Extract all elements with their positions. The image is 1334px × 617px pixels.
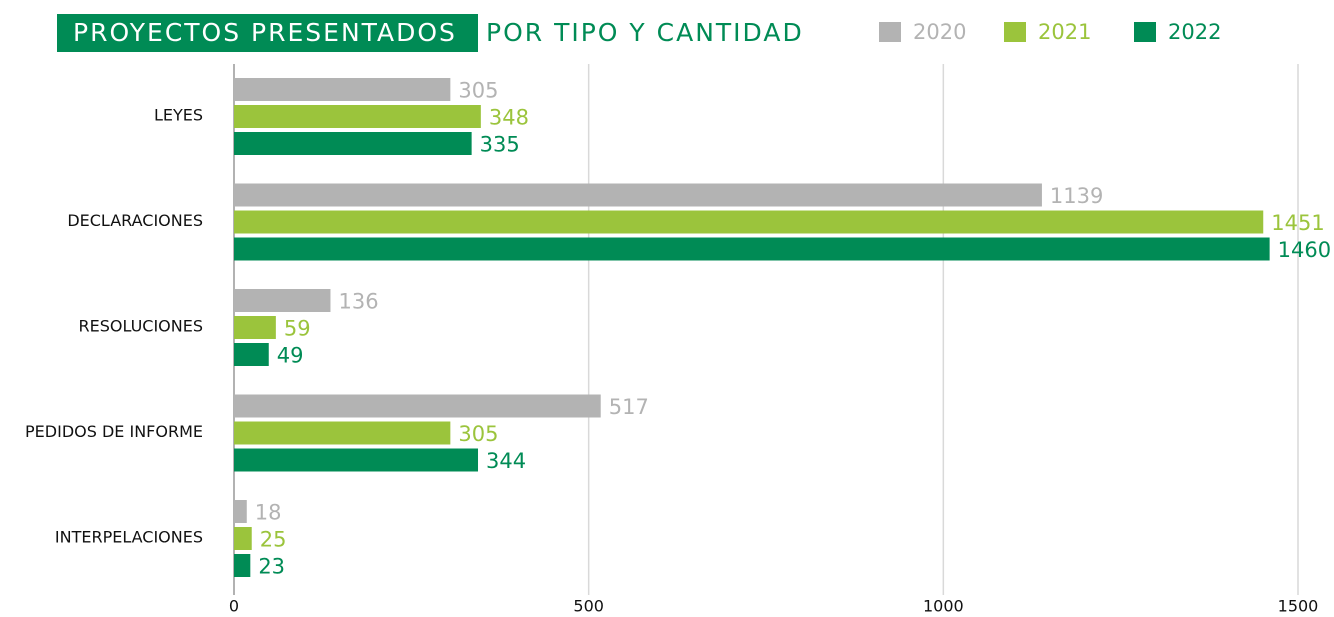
- category-label: RESOLUCIONES: [78, 317, 203, 336]
- bar: [234, 183, 1042, 207]
- value-label: 305: [458, 422, 498, 446]
- bar: [234, 132, 472, 155]
- value-label: 49: [277, 344, 304, 368]
- x-tick-label: 1500: [1278, 597, 1319, 616]
- legend-swatch: [1134, 22, 1156, 42]
- value-label: 344: [486, 449, 526, 473]
- value-label: 305: [458, 79, 498, 103]
- chart-title: PROYECTOS PRESENTADOS: [73, 18, 457, 47]
- x-tick-label: 0: [229, 597, 239, 616]
- bar: [234, 210, 1264, 234]
- chart-subtitle: POR TIPO Y CANTIDAD: [486, 18, 804, 47]
- value-label: 517: [609, 395, 649, 419]
- bar: [234, 343, 269, 366]
- value-label: 335: [480, 133, 520, 157]
- bar: [234, 316, 276, 339]
- category-label: INTERPELACIONES: [55, 528, 203, 547]
- legend-label: 2021: [1038, 20, 1091, 44]
- value-label: 1451: [1271, 211, 1324, 235]
- value-label: 1460: [1278, 238, 1331, 262]
- bar: [234, 448, 479, 472]
- value-label: 136: [338, 290, 378, 314]
- value-label: 18: [255, 501, 282, 525]
- x-tick-label: 1000: [923, 597, 964, 616]
- category-label: DECLARACIONES: [67, 211, 203, 230]
- x-tick-label: 500: [573, 597, 604, 616]
- bar: [234, 421, 451, 445]
- value-label: 1139: [1050, 184, 1103, 208]
- category-label: PEDIDOS DE INFORME: [25, 422, 203, 441]
- bar: [234, 105, 481, 128]
- legend-label: 2022: [1168, 20, 1221, 44]
- legend-swatch: [1004, 22, 1026, 42]
- value-label: 59: [284, 317, 311, 341]
- legend-swatch: [879, 22, 901, 42]
- bar: [234, 500, 247, 523]
- legend-label: 2020: [913, 20, 966, 44]
- category-label: LEYES: [154, 106, 203, 125]
- bar: [234, 554, 251, 577]
- title-box: [57, 14, 478, 52]
- value-label: 25: [260, 528, 287, 552]
- bar: [234, 289, 331, 312]
- bar: [234, 237, 1270, 261]
- bar: [234, 78, 451, 101]
- bar: [234, 394, 601, 418]
- value-label: 348: [489, 106, 529, 130]
- value-label: 23: [258, 555, 285, 579]
- bar: [234, 527, 252, 550]
